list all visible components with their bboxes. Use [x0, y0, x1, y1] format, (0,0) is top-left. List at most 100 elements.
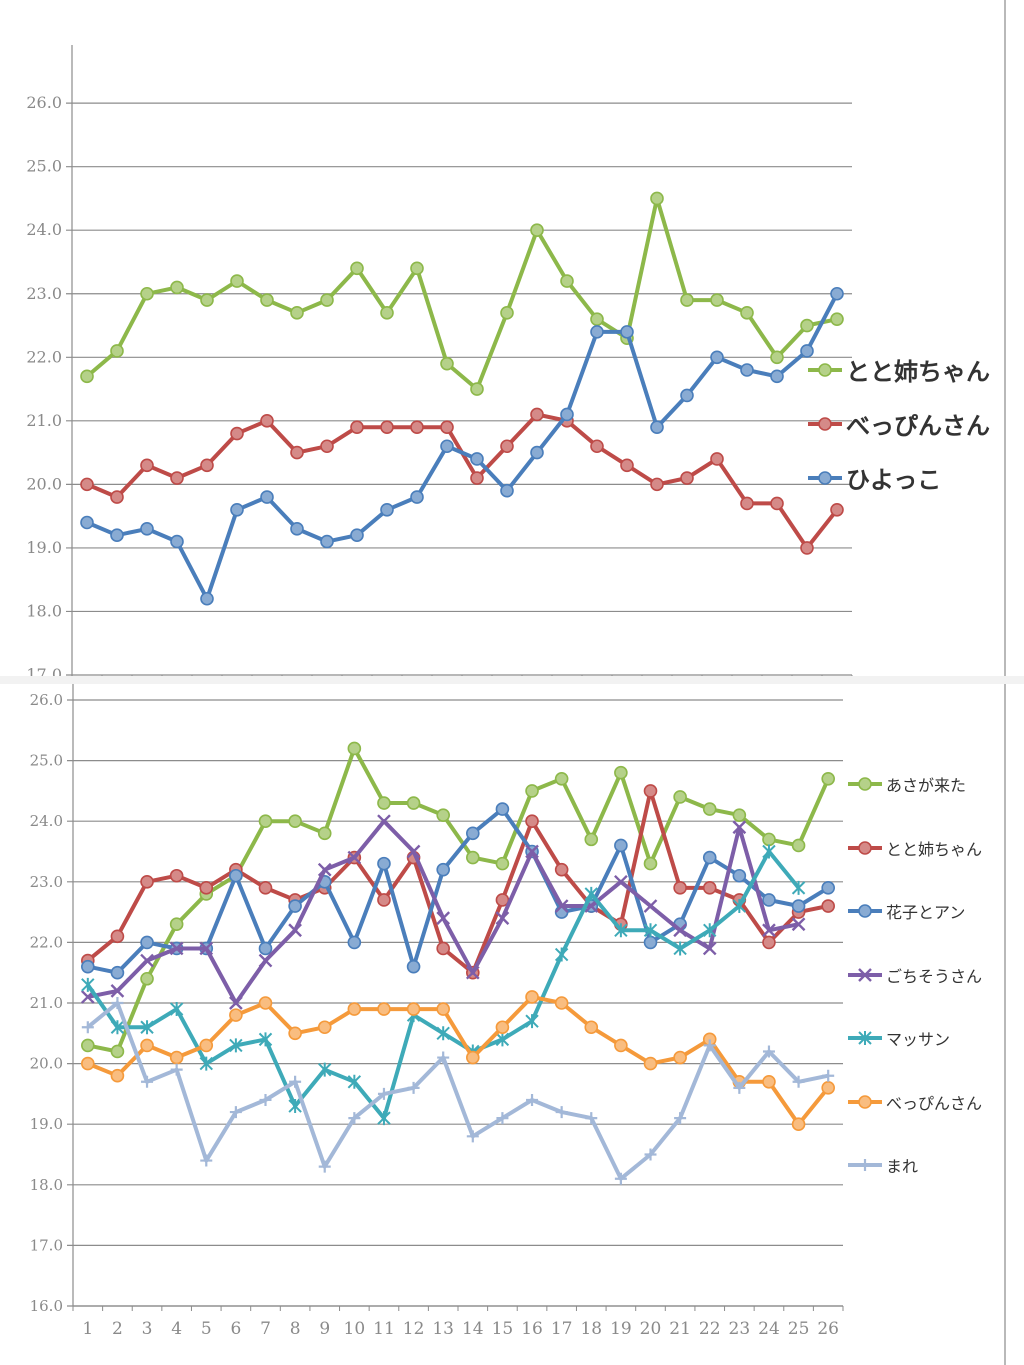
x-tick-label: 15: [492, 1319, 514, 1339]
data-point: [110, 528, 124, 543]
data-point: [762, 844, 776, 859]
data-point: [650, 191, 664, 206]
data-point: [703, 923, 717, 938]
data-point: [350, 420, 364, 434]
x-tick-label: 24: [758, 1319, 780, 1339]
x-tick-label: 20: [640, 1319, 662, 1339]
data-point: [650, 420, 664, 434]
data-point: [140, 1020, 154, 1035]
data-point: [500, 306, 514, 320]
data-point: [554, 862, 569, 877]
legend-item: まれ: [848, 1153, 918, 1177]
data-point: [410, 420, 424, 434]
data-point: [140, 458, 154, 473]
top-panel-border: [1004, 0, 1006, 676]
data-point: [821, 771, 835, 786]
data-point: [680, 293, 694, 307]
data-point: [406, 1002, 421, 1016]
data-point: [702, 941, 717, 956]
legend-swatch: [848, 904, 882, 918]
data-point: [110, 1020, 125, 1035]
data-point: [762, 923, 776, 938]
data-point: [436, 1026, 450, 1041]
data-point: [791, 899, 806, 913]
data-point: [199, 1038, 214, 1053]
y-tick-label: 17.0: [30, 1236, 63, 1254]
legend-swatch: [848, 967, 882, 982]
data-point: [673, 790, 687, 804]
data-point: [260, 490, 274, 504]
legend-item: べっぴんさん: [808, 406, 990, 441]
data-point: [791, 880, 806, 895]
data-point: [702, 850, 717, 865]
data-point: [496, 1112, 509, 1125]
data-point: [644, 1148, 657, 1161]
data-point: [466, 826, 480, 841]
data-point: [260, 414, 274, 428]
data-point: [792, 1075, 805, 1088]
data-point: [200, 591, 214, 606]
data-point: [525, 1014, 539, 1029]
data-point: [614, 838, 628, 853]
data-point: [80, 515, 94, 530]
x-tick-label: 17: [551, 1319, 573, 1339]
data-point: [110, 965, 125, 980]
x-tick-label: 4: [171, 1319, 182, 1339]
data-point: [584, 832, 599, 847]
data-point: [791, 1117, 806, 1132]
data-point: [770, 369, 784, 384]
data-point: [377, 814, 391, 829]
data-point: [643, 856, 658, 871]
data-point: [643, 899, 658, 913]
series-べっぴんさん: [81, 990, 835, 1132]
data-point: [762, 1045, 775, 1058]
data-point: [258, 814, 273, 828]
data-point: [348, 1112, 361, 1125]
x-tick-label: 21: [669, 1319, 691, 1339]
x-tick-label: 12: [403, 1319, 425, 1339]
data-point: [643, 784, 658, 798]
data-point: [317, 1020, 332, 1035]
data-point: [740, 496, 754, 511]
data-point: [590, 325, 604, 339]
data-point: [674, 1112, 687, 1125]
y-tick-label: 25.0: [30, 752, 63, 770]
data-point: [258, 1032, 273, 1047]
y-tick-label: 24.0: [26, 220, 62, 239]
data-point: [347, 850, 362, 865]
data-point: [614, 1038, 628, 1053]
y-tick-label: 26.0: [26, 93, 62, 112]
gridlines: [67, 699, 843, 1307]
data-point: [377, 856, 391, 871]
x-tick-label: 18: [580, 1319, 602, 1339]
data-point: [791, 838, 806, 853]
y-tick-label: 20.0: [26, 474, 62, 493]
data-point: [436, 911, 451, 926]
data-point: [290, 522, 304, 536]
legend-item: ひよっこ: [808, 460, 941, 495]
y-tick-label: 21.0: [30, 994, 63, 1012]
data-point: [81, 1038, 95, 1053]
data-point: [169, 917, 184, 932]
data-point: [377, 1087, 390, 1100]
series-ひよっこ: [80, 286, 844, 606]
y-tick-label: 16.0: [30, 1297, 63, 1315]
data-point: [614, 765, 628, 780]
x-tick-label: 23: [729, 1319, 751, 1339]
data-point: [560, 274, 574, 288]
data-point: [229, 1008, 243, 1022]
y-tick-label: 18.0: [26, 601, 62, 620]
data-point: [584, 1020, 599, 1035]
data-point: [81, 1056, 95, 1071]
series-line: [87, 746, 831, 1054]
data-point: [140, 522, 154, 536]
data-point: [732, 868, 747, 883]
x-tick-label: 8: [290, 1319, 301, 1339]
x-tick-label: 13: [432, 1319, 454, 1339]
data-point: [821, 899, 835, 913]
legend-swatch: [848, 777, 882, 791]
data-point: [110, 490, 124, 504]
data-point: [620, 325, 634, 339]
data-point: [791, 917, 806, 932]
data-point: [317, 826, 332, 841]
